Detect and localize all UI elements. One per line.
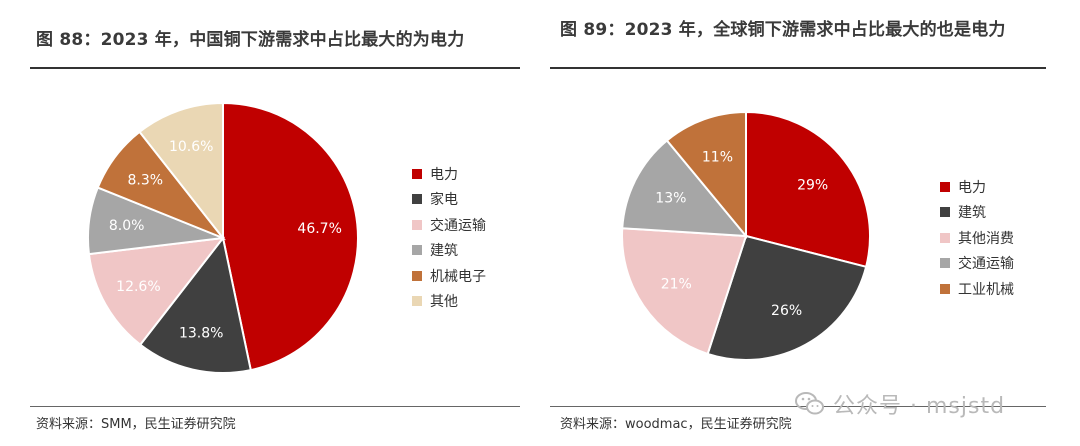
legend-item: 电力: [940, 174, 1014, 200]
legend-swatch: [940, 283, 950, 294]
legend-label: 建筑: [430, 243, 458, 260]
source-note: 资料来源：SMM，民生证券研究院: [36, 417, 236, 432]
title-divider: [30, 67, 520, 69]
slice-label: 12.6%: [116, 279, 160, 295]
legend-label: 机械电子: [430, 268, 486, 285]
chart-panel-china: 图 88：2023 年，中国铜下游需求中占比最大的为电力 46.7% 13.8% 1…: [0, 0, 530, 446]
legend-item: 建筑: [940, 200, 1014, 226]
legend-swatch: [412, 194, 422, 205]
legend-item: 其他消费: [940, 225, 1014, 251]
pie-chart-global: 29% 26% 21% 13% 11%: [621, 110, 871, 361]
legend-swatch: [940, 232, 950, 243]
legend-swatch: [940, 258, 950, 269]
source-note: 资料来源：woodmac，民生证券研究院: [560, 417, 792, 432]
legend-global: 电力建筑其他消费交通运输工业机械: [940, 174, 1014, 302]
chart-title: 图 89：2023 年，全球铜下游需求中占比最大的也是电力: [560, 20, 1006, 40]
watermark-text: 公众号 · msjstd: [833, 394, 1006, 419]
slice-label: 26%: [771, 303, 802, 319]
legend-item: 交通运输: [940, 251, 1014, 277]
legend-swatch: [940, 181, 950, 192]
pie-slice-3: [621, 139, 749, 238]
pie-slice-0: [222, 101, 359, 372]
legend-item: 其他: [412, 289, 486, 315]
legend-swatch: [412, 296, 422, 307]
pie-slice-1: [706, 234, 868, 361]
slice-label: 29%: [797, 177, 828, 193]
legend-swatch: [940, 207, 950, 218]
legend-item: 工业机械: [940, 276, 1014, 302]
legend-label: 其他: [430, 294, 458, 311]
legend-item: 建筑: [412, 238, 486, 264]
pie-slice-4: [665, 110, 747, 239]
legend-item: 交通运输: [412, 212, 486, 238]
source-divider: [30, 406, 520, 407]
chart-title: 图 88：2023 年，中国铜下游需求中占比最大的为电力: [36, 30, 465, 50]
legend-label: 其他消费: [958, 230, 1014, 247]
legend-label: 电力: [430, 166, 458, 183]
legend-label: 工业机械: [958, 281, 1014, 298]
legend-swatch: [412, 270, 422, 281]
chart-panel-global: 图 89：2023 年，全球铜下游需求中占比最大的也是电力 29% 26% 21% 1…: [548, 0, 1080, 446]
slice-label: 21%: [661, 276, 692, 292]
legend-label: 交通运输: [430, 217, 486, 234]
title-divider: [550, 67, 1046, 69]
slice-label: 8.3%: [127, 173, 163, 189]
pie-slice-2: [87, 236, 226, 347]
legend-label: 家电: [430, 192, 458, 209]
slice-label: 13%: [655, 191, 686, 207]
slice-label: 8.0%: [109, 218, 145, 234]
slice-label: 13.8%: [179, 326, 223, 342]
watermark: 公众号 · msjstd: [795, 388, 1005, 420]
legend-label: 建筑: [958, 205, 986, 222]
legend-item: 家电: [412, 187, 486, 213]
slice-label: 46.7%: [297, 221, 341, 237]
pie-chart-china: 46.7% 13.8% 12.6% 8.0% 8.3% 10.6%: [87, 101, 359, 374]
legend-item: 电力: [412, 161, 486, 187]
legend-swatch: [412, 168, 422, 179]
pie-slice-5: [138, 101, 224, 241]
wechat-icon: [795, 392, 824, 415]
legend-label: 交通运输: [958, 256, 1014, 273]
legend-swatch: [412, 219, 422, 230]
pie-slice-2: [621, 227, 748, 356]
slice-label: 10.6%: [169, 139, 213, 155]
legend-item: 机械电子: [412, 263, 486, 289]
legend-china: 电力家电交通运输建筑机械电子其他: [412, 161, 486, 314]
pie-slice-0: [745, 110, 871, 269]
pie-slice-1: [138, 235, 252, 374]
legend-swatch: [412, 245, 422, 256]
slice-label: 11%: [702, 150, 733, 166]
legend-label: 电力: [958, 179, 986, 196]
